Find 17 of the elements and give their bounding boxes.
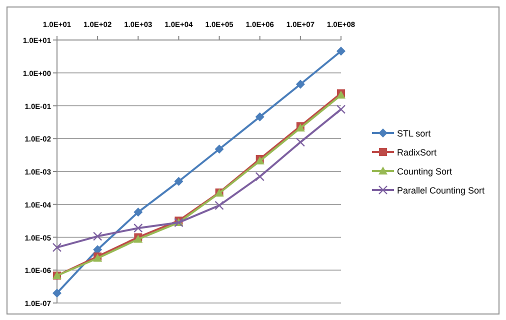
point xyxy=(92,232,102,241)
legend-label: Parallel Counting Sort xyxy=(397,186,486,196)
point xyxy=(255,172,264,182)
legend-label: STL sort xyxy=(397,128,432,138)
point xyxy=(336,104,346,114)
legend-label: Counting Sort xyxy=(397,166,453,176)
point xyxy=(174,176,184,186)
point xyxy=(52,242,62,252)
point xyxy=(255,112,264,122)
point xyxy=(134,223,143,233)
point xyxy=(134,208,143,217)
point xyxy=(336,46,346,56)
legend-label: RadixSort xyxy=(397,148,438,158)
point xyxy=(214,144,224,154)
point xyxy=(52,288,62,298)
point xyxy=(296,80,305,89)
point xyxy=(214,200,224,210)
